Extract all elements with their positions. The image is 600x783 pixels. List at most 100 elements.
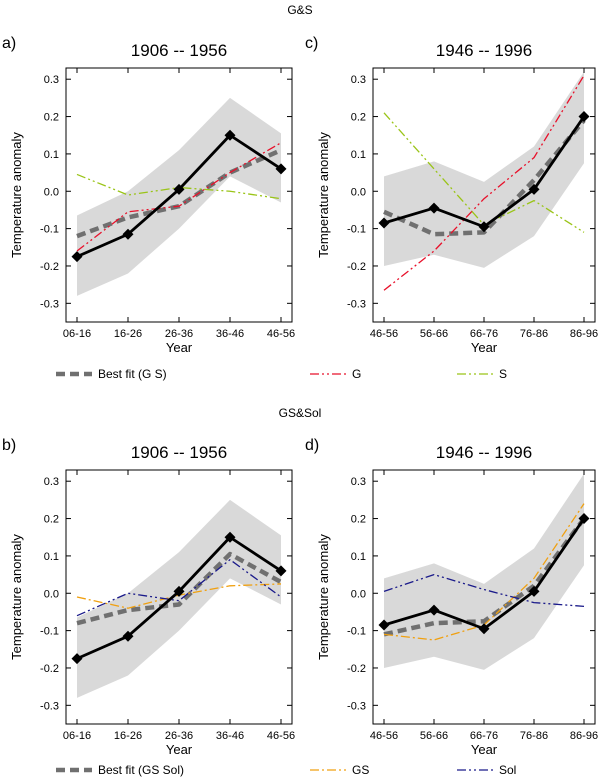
panel-title: 1946 -- 1996	[436, 41, 532, 60]
panel-b: -0.3 -0.2 -0.1 0.0 0.1 0.2 0.3 06-16 16-26 26-36 3…	[2, 437, 295, 757]
series-line-sol	[383, 573, 585, 607]
observed-point	[275, 163, 287, 175]
x-tick-label: 86-96	[570, 730, 598, 742]
y-tick-label: -0.2	[347, 663, 366, 675]
panel-a: -0.3 -0.2 -0.1 0.0 0.1 0.2 0.3 06-16 16-26 26-36 3…	[2, 35, 295, 355]
observed-point	[528, 585, 540, 597]
x-axis-label: Year	[471, 742, 498, 757]
x-tick-label: 06-16	[63, 730, 91, 742]
panel-c: -0.3 -0.2 -0.1 0.0 0.1 0.2 0.3 46-56 56-66 66-76 7…	[305, 35, 598, 355]
x-tick-label: 16-26	[114, 730, 142, 742]
legend-top: Best fit (G S) G S	[56, 367, 507, 381]
observed-point	[173, 585, 185, 597]
legend-label: GS	[352, 763, 369, 777]
panel-title: 1906 -- 1956	[131, 443, 227, 462]
y-tick-label: 0.3	[44, 476, 59, 488]
y-tick-label: 0.3	[44, 74, 59, 86]
series-line-best-fit-gs-sol-	[383, 517, 586, 637]
x-tick-label: 46-56	[370, 730, 398, 742]
legend-label: Sol	[499, 763, 516, 777]
observed-point	[378, 619, 390, 631]
x-axis-label: Year	[471, 340, 498, 355]
observed-point	[478, 623, 490, 635]
y-axis-label: Temperature anomaly	[316, 534, 331, 660]
y-tick-label: 0.0	[44, 588, 59, 600]
observed-point	[578, 513, 590, 525]
y-tick-label: -0.1	[347, 626, 366, 638]
uncertainty-band	[384, 71, 584, 268]
y-tick-label: -0.2	[40, 663, 59, 675]
observed-point	[122, 228, 134, 240]
y-axis-label: Temperature anomaly	[9, 534, 24, 660]
y-axis-label: Temperature anomaly	[9, 132, 24, 258]
x-tick-label: 46-56	[370, 328, 398, 340]
series-line-g	[383, 75, 585, 291]
panel-d: -0.3 -0.2 -0.1 0.0 0.1 0.2 0.3 46-56 56-66 66-76 7…	[305, 437, 598, 757]
x-tick-label: 66-76	[470, 328, 498, 340]
x-tick-label: 06-16	[63, 328, 91, 340]
y-tick-label: 0.2	[44, 112, 59, 124]
y-tick-label: -0.3	[347, 298, 366, 310]
y-tick-label: -0.3	[40, 298, 59, 310]
x-axis-label: Year	[166, 742, 193, 757]
y-tick-label: 0.0	[44, 186, 59, 198]
y-tick-label: 0.1	[44, 551, 59, 563]
y-axis-label: Temperature anomaly	[316, 132, 331, 258]
x-tick-label: 46-56	[267, 730, 295, 742]
observed-point	[578, 111, 590, 123]
x-axis-label: Year	[166, 340, 193, 355]
x-tick-label: 56-66	[420, 730, 448, 742]
x-tick-label: 66-76	[470, 730, 498, 742]
uncertainty-band	[384, 473, 584, 670]
y-tick-label: 0.3	[351, 476, 366, 488]
observed-point	[122, 630, 134, 642]
series-line-g	[76, 142, 282, 252]
observed-point	[428, 202, 440, 214]
legend-bottom: Best fit (GS Sol) GS Sol	[56, 763, 516, 777]
section-title-bottom: GS&Sol	[279, 406, 322, 420]
observed-point	[71, 251, 83, 263]
x-tick-label: 76-86	[520, 328, 548, 340]
observed-point	[478, 221, 490, 233]
y-tick-label: 0.3	[351, 74, 366, 86]
x-tick-label: 56-66	[420, 328, 448, 340]
y-tick-label: -0.2	[347, 261, 366, 273]
y-tick-label: -0.3	[40, 700, 59, 712]
y-tick-label: -0.2	[40, 261, 59, 273]
y-tick-label: -0.1	[40, 224, 59, 236]
y-tick-label: 0.2	[44, 514, 59, 526]
legend-label: Best fit (GS Sol)	[98, 763, 184, 777]
y-tick-label: 0.2	[351, 514, 366, 526]
y-tick-label: 0.1	[351, 551, 366, 563]
x-tick-label: 76-86	[520, 730, 548, 742]
legend-label: Best fit (G S)	[98, 367, 167, 381]
observed-point	[275, 565, 287, 577]
observed-point	[378, 217, 390, 229]
legend-label: S	[499, 367, 507, 381]
observed-point	[173, 183, 185, 195]
panel-title: 1946 -- 1996	[436, 443, 532, 462]
observed-point	[71, 653, 83, 665]
section-title-top: G&S	[287, 3, 312, 17]
panel-label: a)	[2, 35, 16, 52]
observed-point	[224, 531, 236, 543]
y-tick-label: 0.0	[351, 186, 366, 198]
observed-point	[528, 183, 540, 195]
x-tick-label: 36-46	[216, 328, 244, 340]
legend-label: G	[352, 367, 361, 381]
series-line-best-fit-g-s-	[383, 118, 586, 237]
x-tick-label: 16-26	[114, 328, 142, 340]
x-tick-label: 86-96	[570, 328, 598, 340]
panel-title: 1906 -- 1956	[131, 41, 227, 60]
x-tick-label: 46-56	[267, 328, 295, 340]
x-tick-label: 26-36	[165, 730, 193, 742]
panel-label: b)	[2, 437, 16, 454]
y-tick-label: -0.3	[347, 700, 366, 712]
series-line-best-fit-gs-sol-	[76, 551, 283, 626]
y-tick-label: 0.1	[351, 149, 366, 161]
observed-point	[428, 604, 440, 616]
uncertainty-band	[77, 97, 281, 296]
uncertainty-band	[77, 499, 281, 698]
x-tick-label: 26-36	[165, 328, 193, 340]
